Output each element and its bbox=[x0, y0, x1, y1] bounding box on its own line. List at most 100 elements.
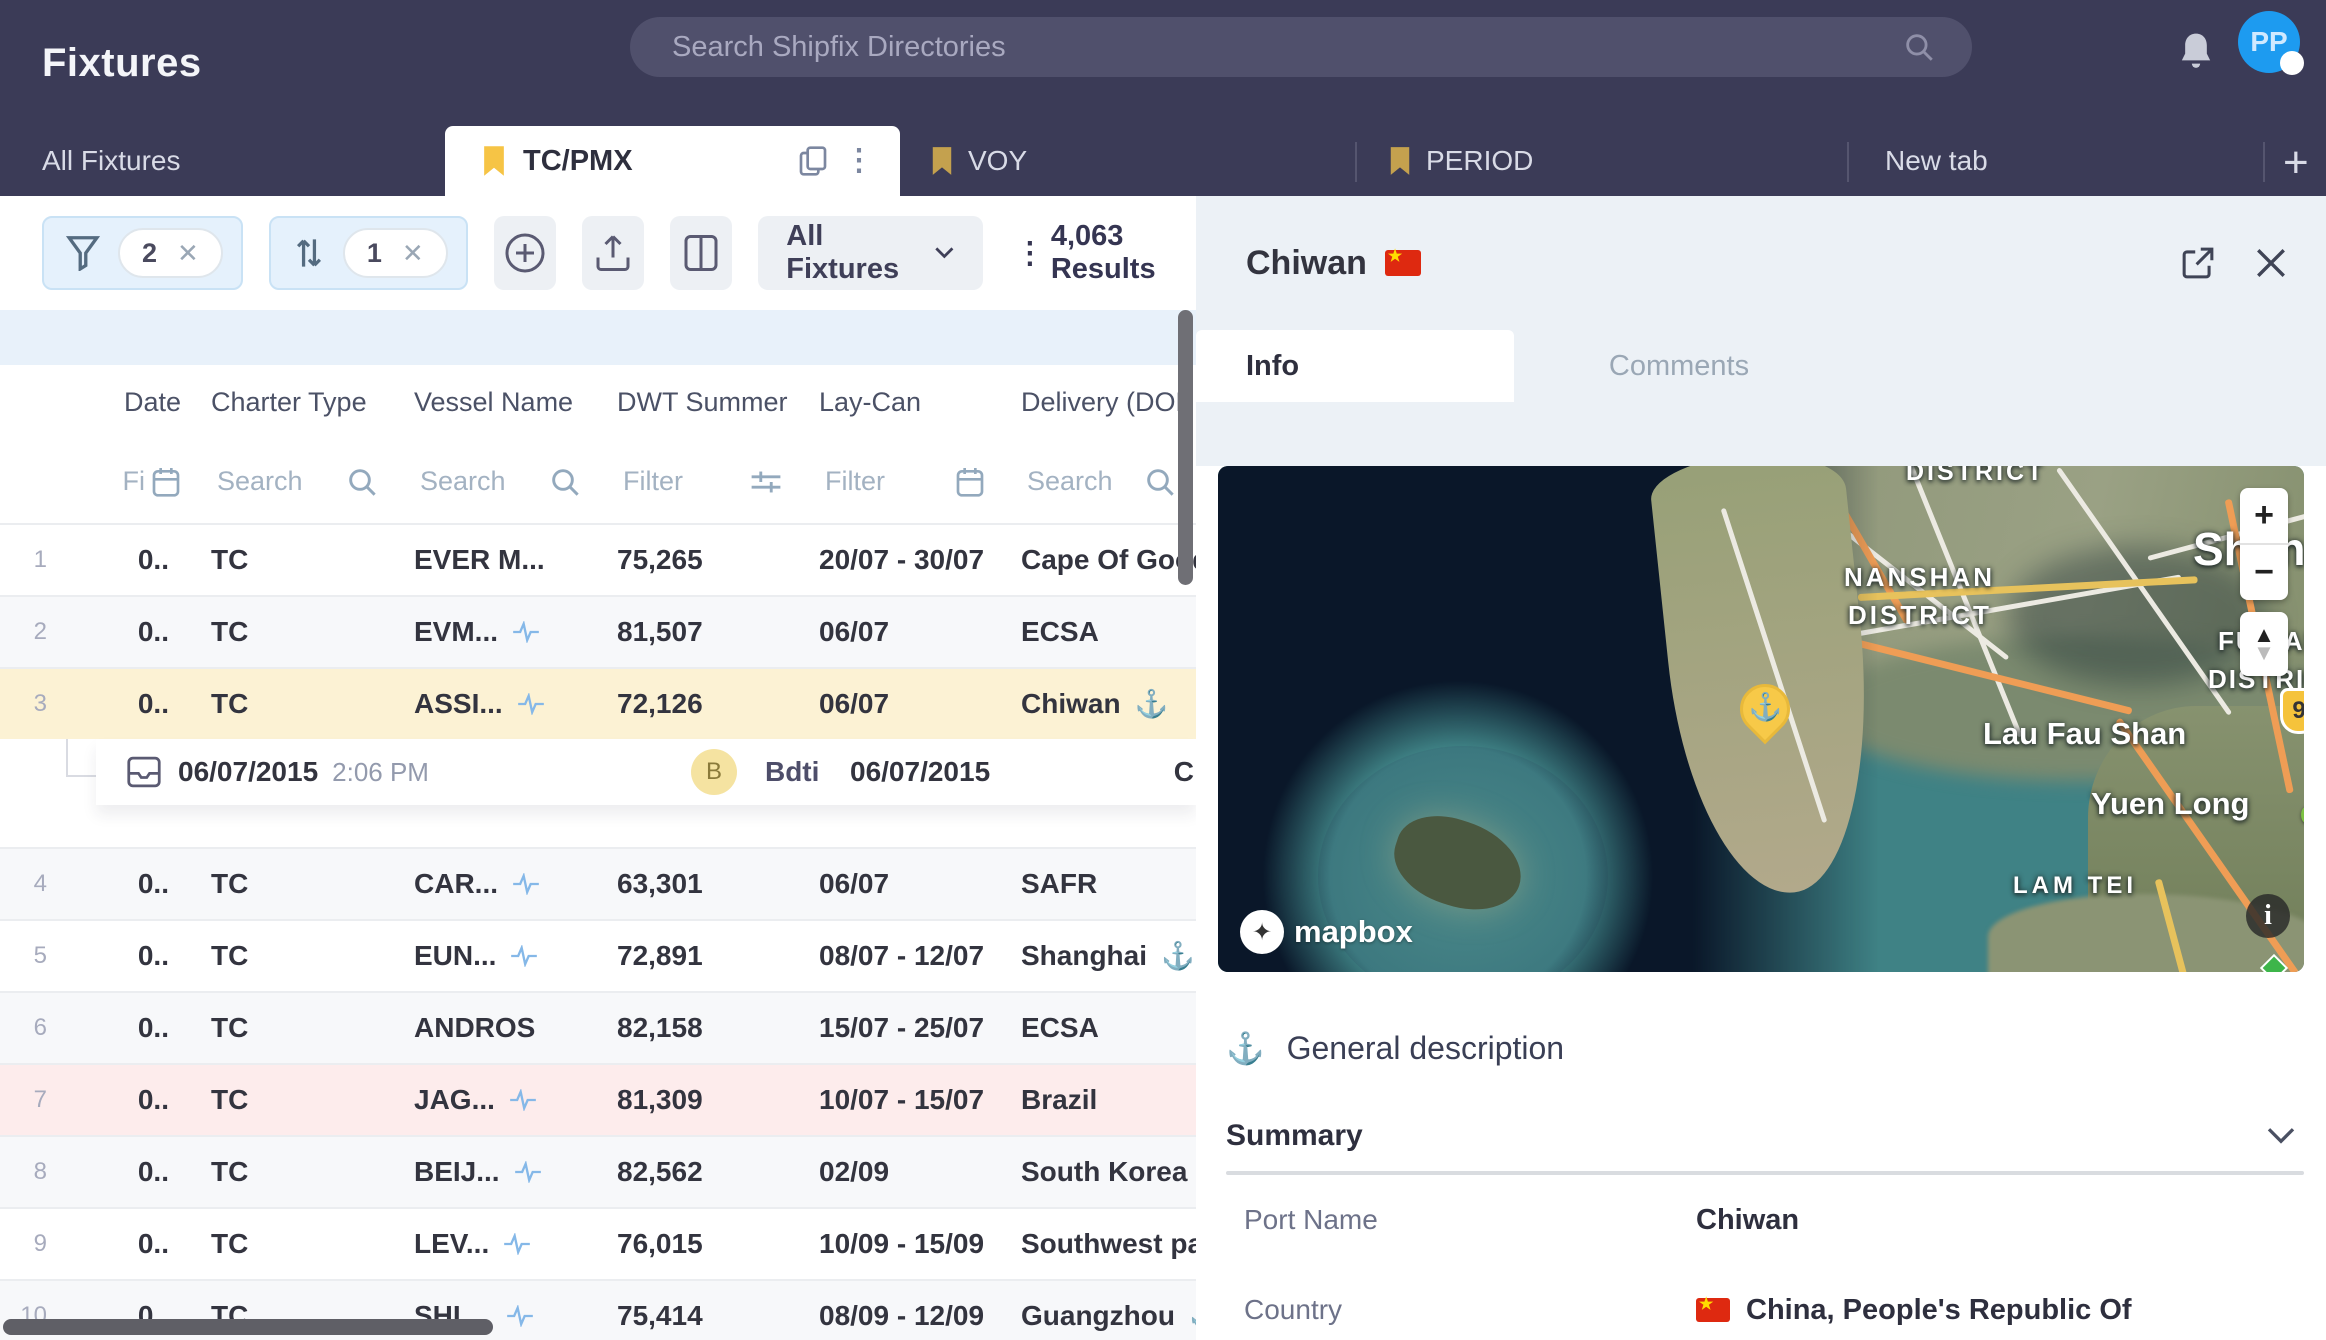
cell-date: 0.. bbox=[137, 1228, 169, 1259]
filter-charter-type[interactable]: Search bbox=[195, 466, 398, 498]
column-header-date[interactable]: Date bbox=[123, 387, 181, 417]
split-view-button[interactable] bbox=[670, 216, 733, 290]
filter-delivery[interactable]: Search bbox=[1005, 466, 1196, 498]
table-row[interactable]: 5 0.. TC EUN... 72,891 08/07 - 12/07 Shanghai ⚓ bbox=[0, 919, 1196, 991]
mapbox-icon: ✦ bbox=[1240, 910, 1284, 954]
panel-tabs: Info Comments bbox=[1196, 330, 2326, 402]
global-search[interactable] bbox=[630, 17, 1972, 77]
search-icon bbox=[1144, 466, 1176, 498]
table-row[interactable]: 10 0.. TC SHI ... 75,414 08/09 - 12/09 Guangzh… bbox=[0, 1279, 1196, 1340]
map-shade bbox=[2008, 546, 2268, 686]
vertical-scrollbar[interactable] bbox=[1178, 310, 1193, 585]
cell-dwt-summer: 75,414 bbox=[617, 1300, 703, 1331]
cell-lay-can: 08/09 - 12/09 bbox=[819, 1300, 985, 1331]
cell-charter-type: TC bbox=[211, 1228, 249, 1259]
column-header-charter-type[interactable]: Charter Type bbox=[211, 387, 367, 417]
port-details-panel: Chiwan Info Comments bbox=[1196, 196, 2326, 1340]
row-number: 2 bbox=[33, 618, 47, 645]
cell-vessel-name: ANDROS bbox=[414, 1012, 536, 1043]
table-row[interactable]: 2 0.. TC EVM... 81,507 06/07 ECSA bbox=[0, 595, 1196, 667]
zoom-out-button[interactable]: − bbox=[2254, 553, 2274, 591]
column-header-vessel-name[interactable]: Vessel Name bbox=[414, 387, 574, 417]
clear-filters-icon[interactable]: ✕ bbox=[177, 237, 199, 268]
chevron-down-icon[interactable] bbox=[2266, 1126, 2296, 1146]
cell-charter-type: TC bbox=[211, 616, 249, 647]
add-tab-button[interactable]: + bbox=[2283, 138, 2309, 187]
table-row[interactable]: 3 0.. TC ASSI... 72,126 06/07 Chiwan ⚓ bbox=[0, 667, 1196, 739]
summary-section-header[interactable]: Summary bbox=[1226, 1119, 2296, 1153]
tab-period[interactable]: PERIOD bbox=[1388, 126, 1533, 196]
port-map[interactable]: DISTRICT NANSHAN DISTRICT Shenzhen FUTIA… bbox=[1218, 466, 2304, 972]
row-number: 1 bbox=[33, 546, 47, 573]
tab-tc-pmx[interactable]: TC/PMX ⋮ bbox=[445, 126, 900, 196]
notifications-bell-icon[interactable] bbox=[2176, 30, 2216, 74]
filter-dwt-summer[interactable]: Filter bbox=[601, 466, 803, 497]
filter-vessel-name[interactable]: Search bbox=[398, 466, 601, 498]
cell-delivery: Shanghai ⚓ bbox=[1021, 940, 1195, 971]
cell-date: 0.. bbox=[137, 1084, 169, 1115]
add-fixture-button[interactable] bbox=[493, 216, 556, 290]
fixture-detail-row[interactable]: 06/07/2015 2:06 PM B Bdti 06/07/2015 C bbox=[0, 739, 1196, 805]
tab-all-fixtures[interactable]: All Fixtures bbox=[42, 126, 180, 196]
avatar[interactable]: PP bbox=[2238, 11, 2304, 75]
table-row[interactable]: 7 0.. TC JAG... 81,309 10/07 - 15/07 Brazil bbox=[0, 1063, 1196, 1135]
clear-sort-icon[interactable]: ✕ bbox=[401, 237, 424, 268]
port-name: Chiwan bbox=[1246, 243, 1367, 282]
column-header-lay-can[interactable]: Lay-Can bbox=[819, 387, 922, 417]
detail-partial-text: C bbox=[1173, 756, 1194, 787]
export-button[interactable] bbox=[581, 216, 645, 290]
map-label-nanshan: DISTRICT bbox=[1848, 600, 1992, 630]
field-value: China, People's Republic Of bbox=[1746, 1293, 2132, 1326]
sliders-icon bbox=[749, 467, 783, 497]
sort-chip[interactable]: 1 ✕ bbox=[268, 216, 468, 290]
anchor-icon: ⚓ bbox=[1189, 1300, 1196, 1332]
map-zoom-control[interactable]: + − bbox=[2240, 488, 2288, 600]
cell-delivery: South Korea bbox=[1021, 1156, 1188, 1187]
open-external-icon[interactable] bbox=[2180, 245, 2216, 281]
filters-chip[interactable]: 2 ✕ bbox=[42, 216, 243, 290]
field-value: Chiwan bbox=[1696, 1203, 1800, 1236]
detail-source[interactable]: Bdti bbox=[764, 756, 820, 787]
cell-delivery: Chiwan ⚓ bbox=[1021, 688, 1169, 719]
search-icon bbox=[549, 466, 581, 498]
tab-info[interactable]: Info bbox=[1196, 330, 1514, 402]
bookmark-icon bbox=[481, 145, 507, 177]
tab-voy[interactable]: VOY bbox=[930, 126, 1027, 196]
tab-comments[interactable]: Comments bbox=[1608, 349, 1750, 382]
cell-lay-can: 10/09 - 15/09 bbox=[819, 1228, 985, 1259]
table-row[interactable]: 9 0.. TC LEV... 76,015 10/09 - 15/09 Southwest… bbox=[0, 1207, 1196, 1279]
filter-date[interactable]: Fi bbox=[65, 466, 195, 498]
table-group-band bbox=[0, 310, 1196, 365]
summary-divider bbox=[1226, 1171, 2304, 1175]
cell-dwt-summer: 72,126 bbox=[617, 688, 703, 719]
column-header-dwt-summer[interactable]: DWT Summer bbox=[617, 387, 788, 417]
horizontal-scrollbar[interactable] bbox=[3, 1319, 493, 1335]
field-label: Country bbox=[1244, 1294, 1343, 1325]
tab-new[interactable]: New tab bbox=[1885, 126, 1988, 196]
map-label-lam-tei: LAM TEI bbox=[2013, 872, 2137, 899]
map-info-button[interactable]: i bbox=[2246, 894, 2290, 938]
page-title: Fixtures bbox=[42, 40, 202, 85]
panel-header: Chiwan bbox=[1196, 196, 2326, 330]
search-input[interactable] bbox=[630, 30, 1902, 64]
table-row[interactable]: 6 0.. TC ANDROS 82,158 15/07 - 25/07 ECSA bbox=[0, 991, 1196, 1063]
anchor-icon: ⚓ bbox=[1161, 941, 1195, 971]
cell-charter-type: TC bbox=[211, 1084, 249, 1115]
table-row[interactable]: 1 0.. TC EVER M... 75,265 20/07 - 30/07 Cape O… bbox=[0, 523, 1196, 595]
close-icon[interactable] bbox=[2254, 246, 2288, 280]
column-header-delivery[interactable]: Delivery (DOP bbox=[1021, 387, 1194, 417]
cell-dwt-summer: 76,015 bbox=[617, 1228, 703, 1259]
view-selector-dropdown[interactable]: All Fixtures bbox=[758, 216, 983, 290]
zoom-in-button[interactable]: + bbox=[2240, 488, 2288, 545]
tab-menu-icon[interactable]: ⋮ bbox=[844, 144, 874, 177]
duplicate-tab-icon[interactable] bbox=[798, 145, 828, 177]
map-compass-control[interactable]: ▲ ▼ bbox=[2240, 612, 2288, 676]
route-shield-9: 9 bbox=[2280, 688, 2304, 734]
cell-delivery: Cape Of Good bbox=[1021, 544, 1196, 575]
sort-arrows-icon bbox=[293, 234, 325, 272]
filter-lay-can[interactable]: Filter bbox=[803, 466, 1005, 498]
cell-dwt-summer: 82,158 bbox=[617, 1012, 703, 1043]
table-row[interactable]: 8 0.. TC BEIJ... 82,562 02/09 South Korea bbox=[0, 1135, 1196, 1207]
table-row[interactable]: 4 0.. TC CAR... 63,301 06/07 SAFR bbox=[0, 847, 1196, 919]
mapbox-logo: ✦ mapbox bbox=[1240, 910, 1413, 954]
